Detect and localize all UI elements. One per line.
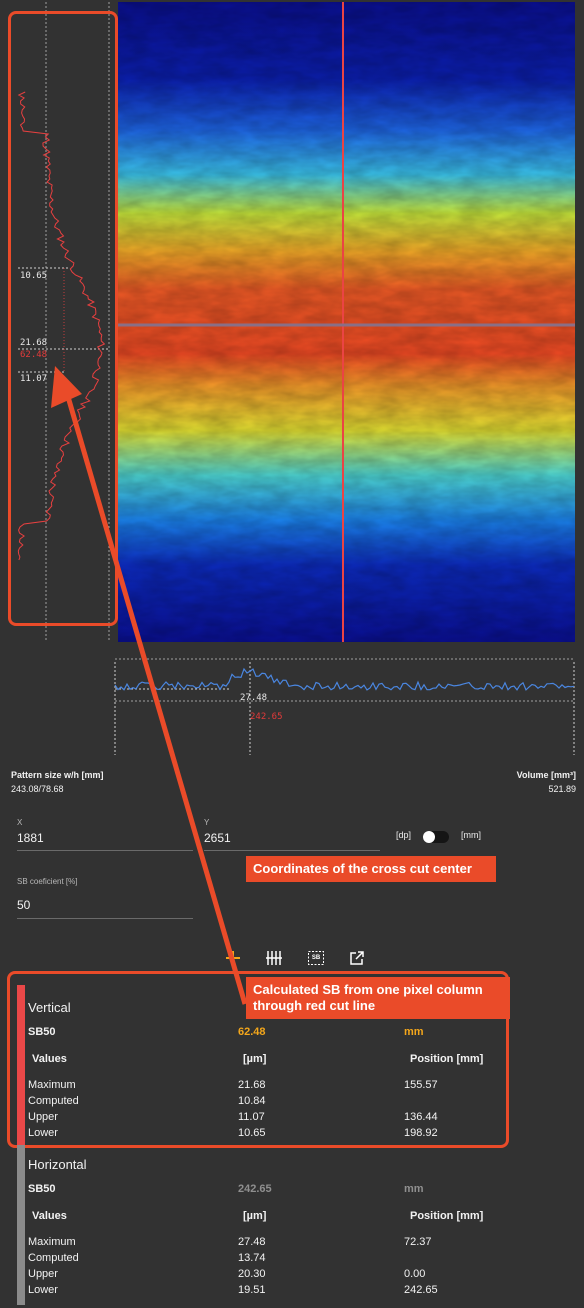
horizontal-sb-label: SB50 [28,1183,56,1195]
sb-icon-text: SB [311,955,321,961]
vertical-sb-label: SB50 [28,1026,56,1038]
vertical-row-name: Lower [28,1127,58,1139]
vertical-row-name: Upper [28,1111,58,1123]
horizontal-profile-chart: 27.48 242.65 [110,650,584,760]
heatmap-image[interactable] [118,2,575,642]
pattern-size-label: Pattern size w/h [mm] [11,770,104,780]
volume-value: 521.89 [548,784,576,794]
horizontal-row-name: Computed [28,1252,79,1264]
horizontal-row-pos: 72.37 [404,1236,432,1248]
pattern-size-value: 243.08/78.68 [11,784,64,794]
sb-icon[interactable]: SB [306,948,326,968]
unit-dp-label: [dp] [396,830,412,840]
horizontal-row-name: Upper [28,1268,58,1280]
x-input[interactable]: 1881 [17,831,44,845]
horizontal-section-bar [17,1145,25,1305]
vertical-row-um: 11.07 [238,1111,265,1123]
vertical-row-name: Computed [28,1095,79,1107]
horizontal-row-pos: 242.65 [404,1284,438,1296]
horizontal-header-position: Position [mm] [410,1210,484,1222]
horizontal-profile-line [114,667,575,691]
sb-callout: Calculated SB from one pixel column thro… [246,977,510,1019]
marker-label-242-65: 242.65 [250,712,283,722]
horizontal-header-um: [µm] [243,1210,267,1222]
horizontal-row-name: Lower [28,1284,58,1296]
vertical-results-highlight-box [7,971,509,1148]
marker-label-11-07: 11.07 [20,374,48,384]
vertical-section-title: Vertical [28,1000,71,1015]
profile-highlight-box [8,11,118,626]
vertical-row-pos: 155.57 [404,1079,438,1091]
horizontal-header-values: Values [32,1210,67,1222]
external-link-icon[interactable] [347,948,367,968]
vertical-header-um: [µm] [243,1053,267,1065]
vertical-row-um: 10.65 [238,1127,266,1139]
unit-toggle-knob [423,831,435,843]
marker-label-21-68: 21.68 [20,338,48,348]
unit-toggle[interactable] [423,831,449,843]
sb-coefficient-field[interactable]: SB coeficient [%] 50 [17,877,193,919]
y-field-label: Y [204,818,210,827]
horizontal-sb-unit: mm [404,1183,424,1195]
sb-coefficient-underline [17,918,193,919]
vertical-lines-icon[interactable] [263,948,283,968]
vertical-row-name: Maximum [28,1079,76,1091]
y-field[interactable]: Y 2651 [204,818,380,851]
marker-label-sb: 62.48 [20,350,48,360]
horizontal-sb-value: 242.65 [238,1183,272,1195]
horizontal-row-pos: 0.00 [404,1268,426,1280]
sb-coefficient-input[interactable]: 50 [17,898,31,912]
vertical-row-um: 10.84 [238,1095,266,1107]
sb-coefficient-label: SB coeficient [%] [17,877,78,886]
x-field[interactable]: X 1881 [17,818,193,851]
vertical-row-pos: 198.92 [404,1127,438,1139]
y-input[interactable]: 2651 [204,831,231,845]
horizontal-row-um: 20.30 [238,1268,266,1280]
horizontal-row-um: 27.48 [238,1236,266,1248]
horizontal-row-um: 13.74 [238,1252,266,1264]
vertical-row-um: 21.68 [238,1079,266,1091]
horizontal-section-title: Horizontal [28,1157,87,1172]
vertical-row-pos: 136.44 [404,1111,438,1123]
volume-label: Volume [mm³] [516,770,576,780]
marker-label-27-48: 27.48 [240,693,268,703]
horizontal-row-um: 19.51 [238,1284,266,1296]
cross-cut-callout: Coordinates of the cross cut center [246,856,496,882]
unit-mm-label: [mm] [461,830,481,840]
x-underline [17,850,193,851]
vertical-profile-line [17,91,106,561]
marker-label-10-65: 10.65 [20,271,48,281]
vertical-sb-value: 62.48 [238,1026,266,1038]
vertical-header-position: Position [mm] [410,1053,484,1065]
vertical-section-bar [17,985,25,1145]
x-field-label: X [17,818,23,827]
vertical-header-values: Values [32,1053,67,1065]
sb-icon-graphic [308,951,324,965]
horizontal-row-name: Maximum [28,1236,76,1248]
vertical-sb-unit: mm [404,1026,424,1038]
y-underline [204,850,380,851]
